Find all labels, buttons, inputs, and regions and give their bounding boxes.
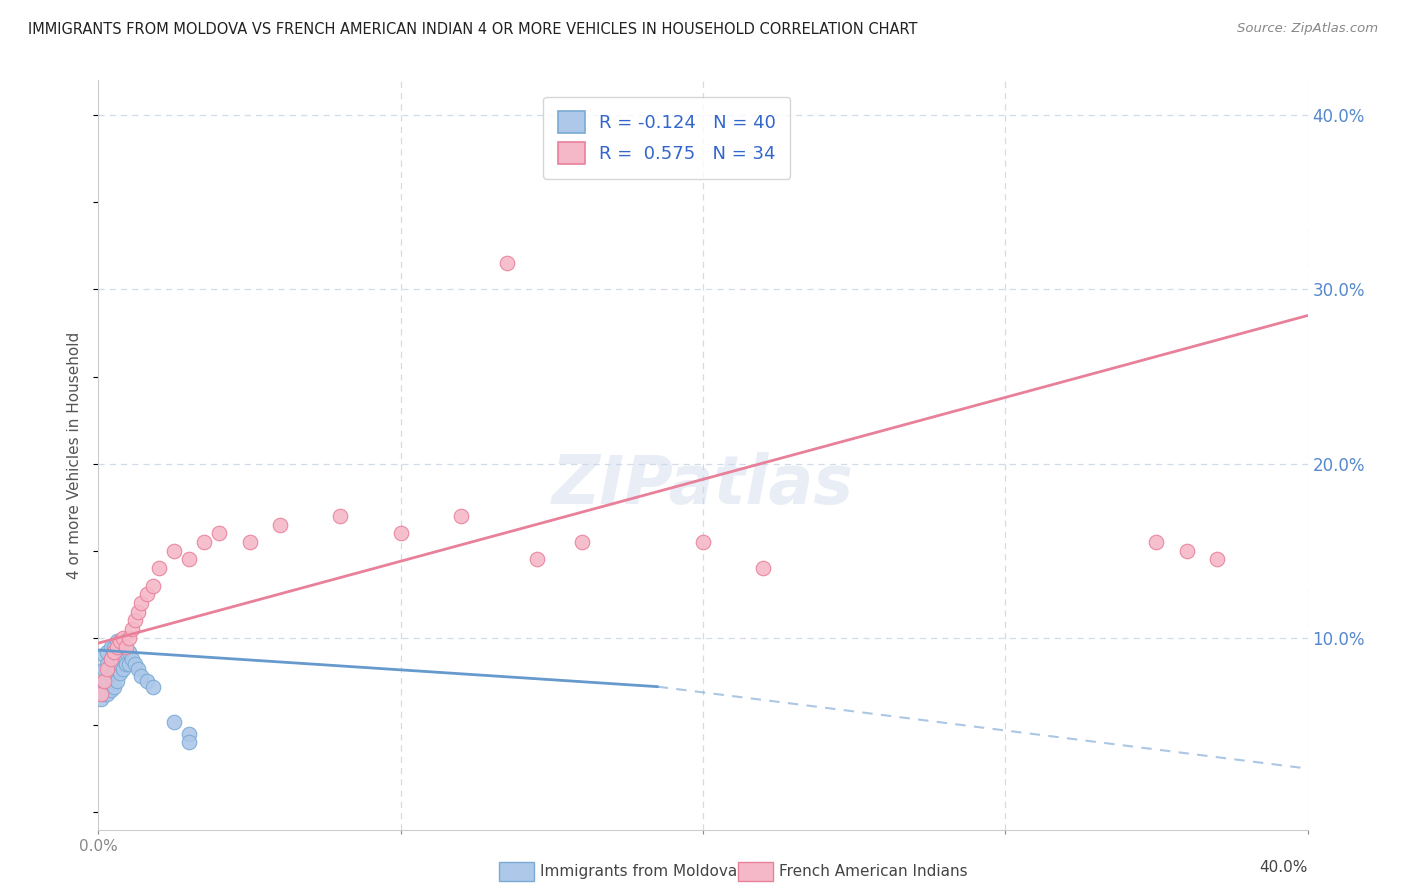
Point: [118, 631, 141, 645]
Point: [96, 674, 118, 689]
Point: [103, 640, 125, 654]
Point: [96, 662, 118, 676]
Point: [96, 657, 118, 671]
Point: [100, 683, 122, 698]
Y-axis label: 4 or more Vehicles in Household: 4 or more Vehicles in Household: [67, 331, 83, 579]
Point: [127, 605, 149, 619]
Point: [1144, 535, 1167, 549]
Point: [1206, 552, 1229, 566]
Point: [389, 526, 412, 541]
Point: [135, 674, 157, 689]
Point: [93, 687, 115, 701]
Point: [108, 665, 131, 680]
Point: [179, 735, 201, 749]
Legend: R = -0.124   N = 40, R =  0.575   N = 34: R = -0.124 N = 40, R = 0.575 N = 34: [543, 97, 790, 178]
Point: [111, 631, 134, 645]
Point: [105, 648, 128, 663]
Point: [103, 680, 125, 694]
Point: [100, 640, 122, 654]
Point: [105, 634, 128, 648]
Point: [163, 543, 186, 558]
Point: [96, 687, 118, 701]
Point: [114, 657, 136, 671]
Point: [179, 552, 201, 566]
Point: [114, 640, 136, 654]
Text: French American Indians: French American Indians: [779, 864, 967, 879]
Point: [269, 517, 291, 532]
Point: [105, 662, 128, 676]
Point: [105, 640, 128, 654]
Point: [100, 652, 122, 666]
Point: [111, 662, 134, 676]
Point: [752, 561, 775, 575]
Point: [90, 691, 112, 706]
Point: [93, 674, 115, 689]
Point: [179, 727, 201, 741]
Text: ZIPatlas: ZIPatlas: [553, 452, 853, 518]
Point: [450, 508, 472, 523]
Point: [114, 645, 136, 659]
Point: [108, 645, 131, 659]
Point: [148, 561, 170, 575]
Point: [142, 579, 165, 593]
Point: [100, 669, 122, 683]
Point: [129, 596, 152, 610]
Point: [1175, 543, 1198, 558]
Point: [90, 687, 112, 701]
Point: [239, 535, 262, 549]
Point: [111, 648, 134, 663]
Point: [100, 652, 122, 666]
Point: [142, 680, 165, 694]
Point: [495, 256, 517, 270]
Point: [571, 535, 593, 549]
Text: 40.0%: 40.0%: [1260, 860, 1308, 875]
Point: [121, 622, 143, 636]
Point: [108, 634, 131, 648]
Point: [93, 674, 115, 689]
Point: [124, 657, 146, 671]
Point: [135, 587, 157, 601]
Point: [103, 665, 125, 680]
Point: [108, 657, 131, 671]
Point: [129, 669, 152, 683]
Point: [124, 614, 146, 628]
Point: [121, 652, 143, 666]
Point: [90, 680, 112, 694]
Point: [118, 657, 141, 671]
Text: IMMIGRANTS FROM MOLDOVA VS FRENCH AMERICAN INDIAN 4 OR MORE VEHICLES IN HOUSEHOL: IMMIGRANTS FROM MOLDOVA VS FRENCH AMERIC…: [28, 22, 918, 37]
Point: [692, 535, 714, 549]
Point: [193, 535, 215, 549]
Point: [127, 662, 149, 676]
Point: [329, 508, 352, 523]
Point: [96, 645, 118, 659]
Point: [93, 648, 115, 663]
Point: [93, 662, 115, 676]
Point: [105, 674, 128, 689]
Text: Source: ZipAtlas.com: Source: ZipAtlas.com: [1237, 22, 1378, 36]
Point: [163, 714, 186, 729]
Point: [208, 526, 231, 541]
Text: Immigrants from Moldova: Immigrants from Moldova: [540, 864, 737, 879]
Point: [103, 652, 125, 666]
Point: [526, 552, 548, 566]
Point: [118, 645, 141, 659]
Point: [103, 645, 125, 659]
